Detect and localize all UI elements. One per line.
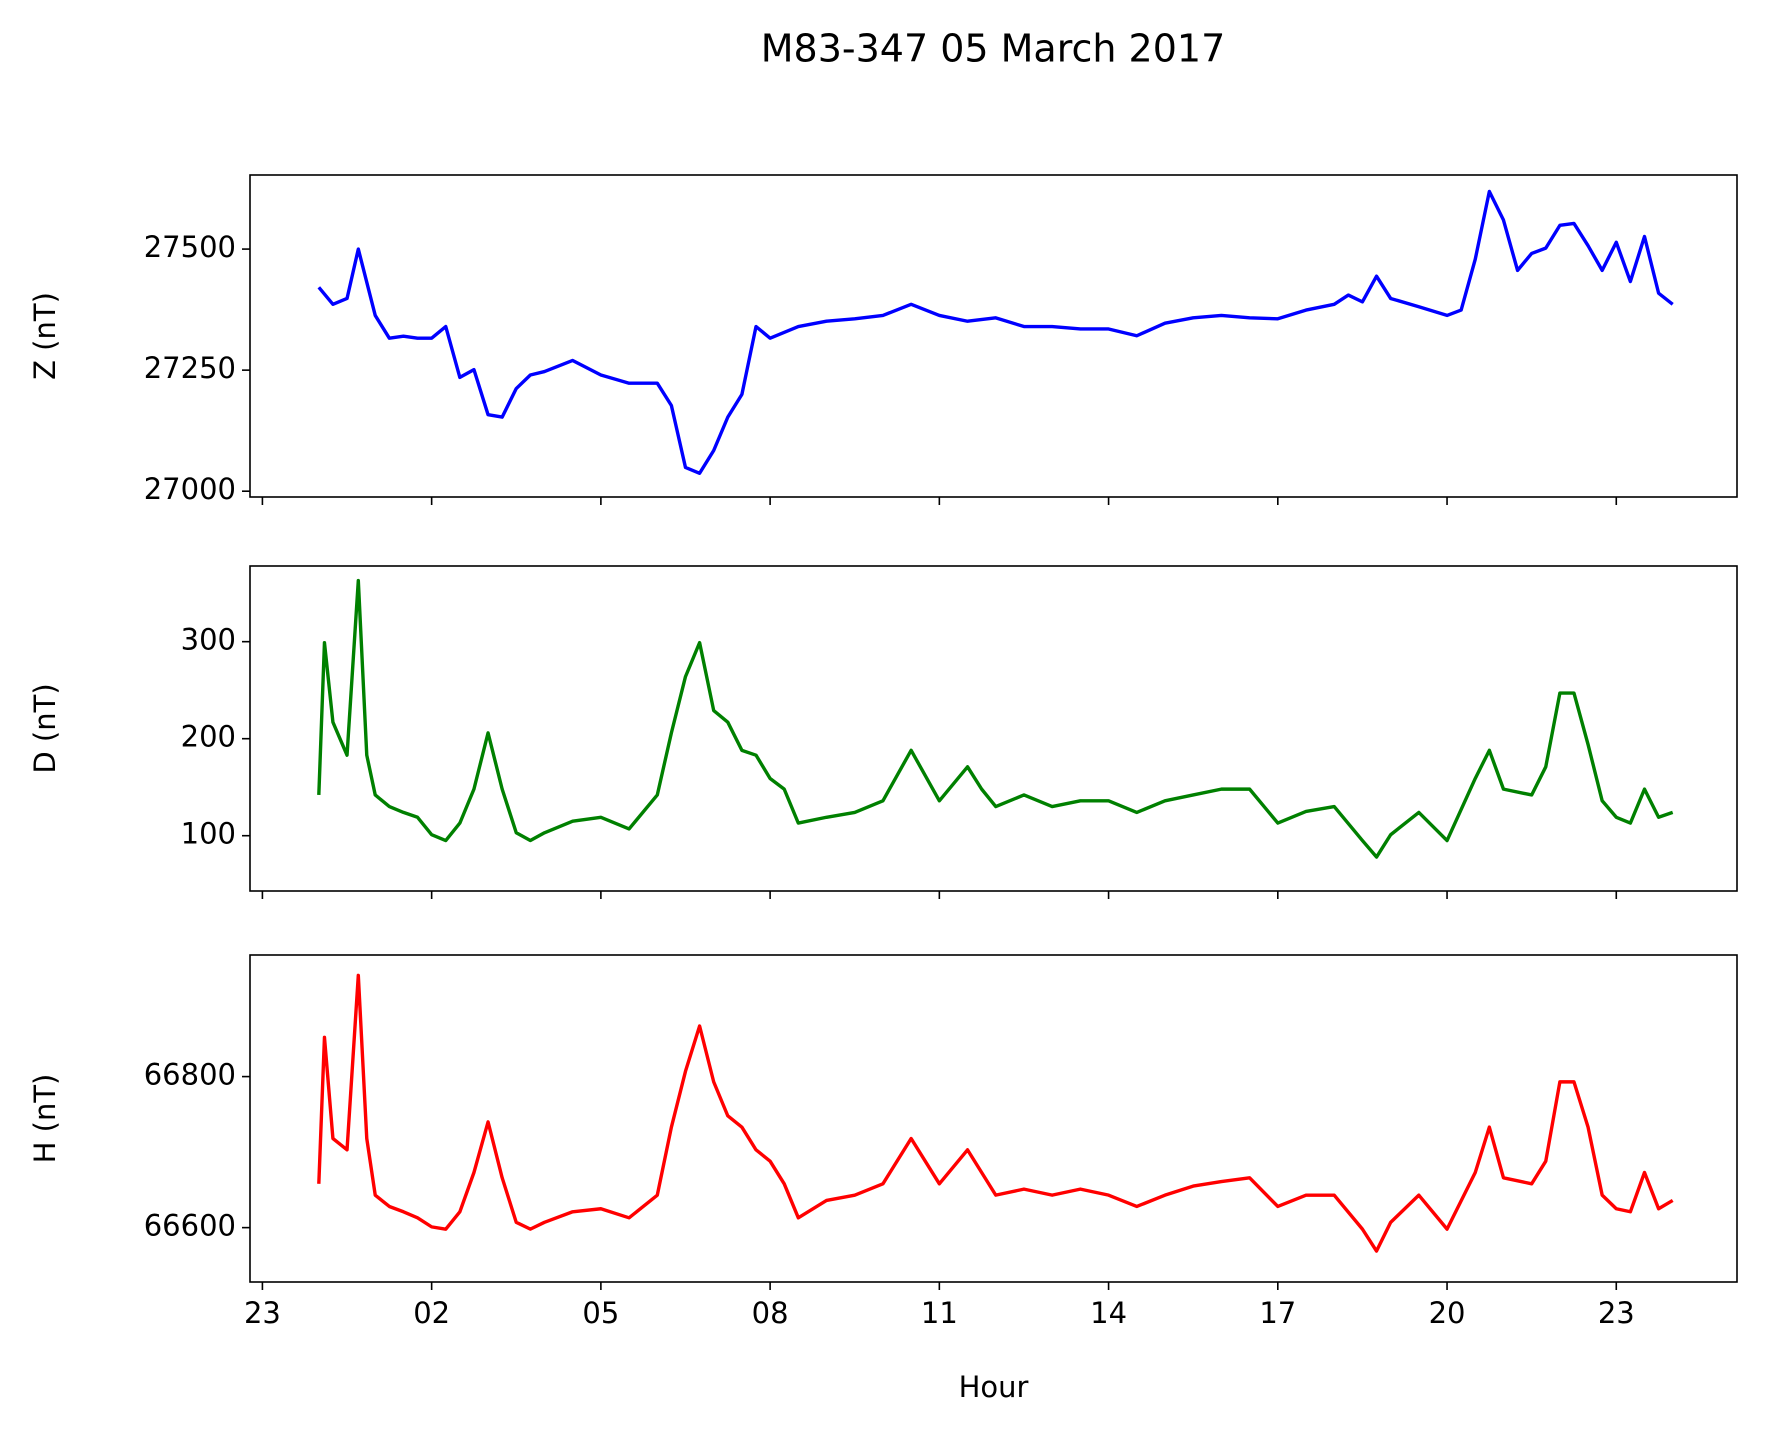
x-tick-label: 05 (582, 1296, 619, 1330)
y-tick-label: 66800 (144, 1058, 236, 1092)
y-tick-label: 27000 (144, 472, 236, 506)
x-axis-label: Hour (959, 1370, 1029, 1404)
y-tick-label: 27500 (144, 230, 236, 264)
y-tick-label: 27250 (144, 351, 236, 385)
x-tick-label: 14 (1090, 1296, 1127, 1330)
y-tick-label: 200 (181, 720, 236, 754)
x-tick-label: 11 (921, 1296, 958, 1330)
y-tick-label: 100 (181, 817, 236, 851)
x-tick-label: 02 (413, 1296, 450, 1330)
data-line (317, 189, 1674, 475)
y-axis-label: D (nT) (28, 683, 62, 773)
y-tick-label: 66600 (144, 1209, 236, 1243)
y-tick-label: 300 (181, 623, 236, 657)
x-tick-label: 20 (1429, 1296, 1466, 1330)
axes-frame (249, 174, 1738, 498)
x-tick-label: 23 (1598, 1296, 1635, 1330)
axes-frame (249, 954, 1738, 1283)
axes-frame (249, 565, 1738, 892)
x-tick-label: 08 (752, 1296, 789, 1330)
data-line (317, 578, 1674, 859)
figure-title: M83-347 05 March 2017 (761, 27, 1226, 71)
y-axis-label: Z (nT) (28, 292, 62, 380)
data-line (317, 973, 1674, 1253)
y-axis-label: H (nT) (28, 1074, 62, 1164)
x-tick-label: 17 (1259, 1296, 1296, 1330)
x-tick-label: 23 (244, 1296, 281, 1330)
